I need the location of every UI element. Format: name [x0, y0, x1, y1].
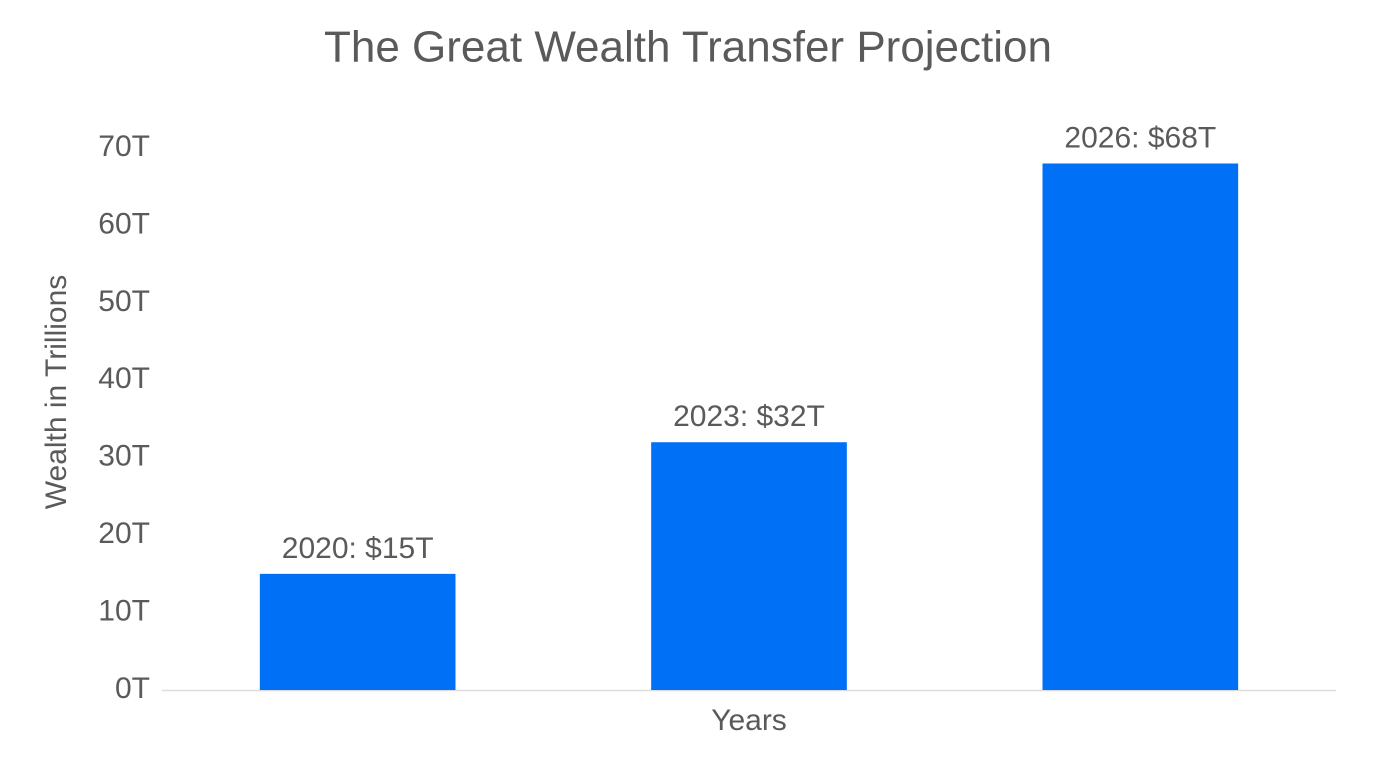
bar: [651, 442, 847, 690]
bar: [259, 573, 456, 690]
y-tick-label: 40T: [98, 362, 150, 395]
y-tick-label: 60T: [98, 207, 150, 240]
y-tick-label: 20T: [98, 517, 150, 550]
bar: [1042, 163, 1239, 690]
value-label: 2020: $15T: [282, 532, 434, 565]
y-tick-label: 30T: [98, 440, 150, 473]
y-axis-label: Wealth in Trillions: [40, 275, 73, 510]
x-axis-label: Years: [711, 704, 787, 737]
y-tick-label: 0T: [115, 672, 150, 705]
value-label: 2023: $32T: [673, 400, 825, 433]
y-tick-label: 10T: [98, 594, 150, 627]
y-tick-label: 50T: [98, 285, 150, 318]
value-label: 2026: $68T: [1064, 121, 1216, 154]
chart-title: The Great Wealth Transfer Projection: [324, 23, 1052, 72]
y-tick-label: 70T: [98, 130, 150, 163]
